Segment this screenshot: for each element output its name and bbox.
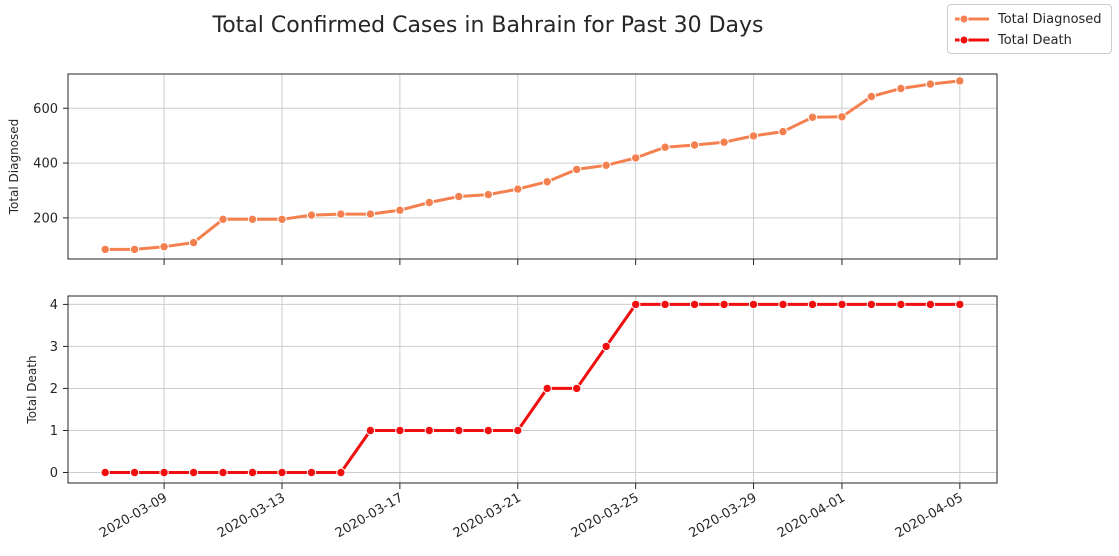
data-point-diagnosed-4 (218, 214, 228, 225)
data-point-death-11 (424, 425, 434, 436)
data-point-death-7 (306, 467, 317, 478)
x-tick-label-3: 2020-03-21 (451, 490, 524, 541)
x-tick-label-5: 2020-03-29 (687, 490, 760, 541)
data-point-death-24 (807, 299, 818, 310)
data-point-diagnosed-18 (631, 153, 641, 163)
data-point-death-28 (925, 299, 936, 310)
data-point-diagnosed-24 (807, 112, 818, 123)
data-point-death-6 (277, 467, 287, 478)
data-point-death-16 (572, 383, 582, 394)
legend-item-death: Total Death (954, 30, 1072, 50)
data-point-death-1 (129, 467, 140, 478)
data-point-death-27 (896, 299, 906, 310)
legend-item-diagnosed: Total Diagnosed (954, 9, 1102, 29)
data-point-diagnosed-11 (424, 197, 434, 208)
data-point-death-19 (660, 299, 670, 310)
data-point-diagnosed-10 (395, 205, 405, 215)
x-tick-label-1: 2020-03-13 (215, 490, 288, 541)
data-point-diagnosed-26 (866, 91, 877, 102)
data-point-diagnosed-22 (748, 131, 759, 141)
data-point-death-14 (513, 425, 523, 436)
y-tick-label-diagnosed-2: 600 (33, 102, 58, 117)
data-point-death-8 (336, 467, 346, 478)
data-point-death-13 (483, 425, 493, 436)
data-point-diagnosed-14 (513, 184, 523, 194)
x-tick-label-4: 2020-03-25 (569, 490, 642, 541)
x-tick-label-0: 2020-03-09 (97, 490, 170, 541)
x-tick-label-6: 2020-04-01 (775, 490, 848, 541)
data-point-death-3 (188, 467, 199, 478)
data-point-diagnosed-25 (837, 112, 847, 122)
plot-frame-diagnosed (67, 73, 998, 260)
series-line-diagnosed (105, 79, 960, 251)
series-line-death (105, 302, 960, 474)
data-point-diagnosed-29 (955, 76, 965, 86)
y-axis-label-diagnosed: Total Diagnosed (7, 119, 21, 216)
data-point-death-25 (837, 299, 847, 310)
y-tick-label-diagnosed-1: 400 (33, 157, 58, 172)
y-tick-label-death-3: 3 (50, 340, 58, 355)
data-point-death-17 (601, 341, 611, 352)
data-point-death-4 (218, 467, 228, 478)
data-point-diagnosed-15 (542, 177, 552, 187)
x-axis: 2020-03-09 2020-03-13 2020-03-17 2020-03-21… (97, 490, 966, 541)
data-point-diagnosed-1 (129, 244, 140, 255)
data-point-diagnosed-3 (188, 237, 199, 248)
data-point-diagnosed-20 (689, 140, 700, 150)
data-point-diagnosed-28 (925, 79, 936, 89)
data-point-diagnosed-0 (100, 244, 110, 255)
data-point-death-12 (454, 425, 464, 436)
plot-frame-death (67, 295, 998, 484)
data-point-death-18 (631, 299, 641, 310)
y-axis-label-death: Total Death (25, 355, 39, 424)
data-point-diagnosed-21 (719, 137, 729, 147)
data-point-diagnosed-12 (454, 191, 464, 202)
legend-line-diagnosed-icon (955, 14, 989, 24)
data-point-death-26 (866, 299, 877, 310)
y-tick-label-death-1: 1 (50, 424, 58, 439)
legend: Total Diagnosed Total Death (947, 4, 1112, 54)
data-point-diagnosed-27 (896, 83, 906, 94)
data-point-death-23 (778, 299, 788, 310)
data-point-diagnosed-16 (572, 164, 582, 175)
data-point-death-21 (719, 299, 729, 310)
data-point-death-9 (365, 425, 376, 436)
data-point-death-5 (247, 467, 258, 478)
data-point-diagnosed-7 (306, 210, 317, 220)
diagnosed-subplot: 200 400 600 Total Diagnosed (7, 73, 998, 265)
y-tick-label-death-0: 0 (50, 466, 58, 481)
data-point-death-20 (689, 299, 700, 310)
data-point-death-15 (542, 383, 552, 394)
data-point-diagnosed-8 (336, 209, 346, 219)
data-point-diagnosed-19 (660, 142, 670, 152)
data-point-diagnosed-5 (247, 214, 258, 225)
data-point-death-0 (100, 467, 110, 478)
x-tick-label-7: 2020-04-05 (893, 490, 966, 541)
legend-label-death: Total Death (998, 32, 1072, 48)
y-tick-label-death-2: 2 (50, 382, 58, 397)
data-point-diagnosed-17 (601, 160, 611, 171)
y-tick-label-diagnosed-0: 200 (33, 211, 58, 226)
chart-title: Total Confirmed Cases in Bahrain for Pas… (212, 13, 764, 38)
data-point-diagnosed-6 (277, 214, 287, 225)
data-point-death-29 (955, 299, 965, 310)
data-point-death-22 (748, 299, 759, 310)
data-point-diagnosed-23 (778, 126, 788, 137)
data-point-diagnosed-9 (365, 209, 376, 219)
y-tick-label-death-4: 4 (50, 298, 58, 313)
death-subplot: 0 1 2 3 4 Total Death (25, 295, 998, 489)
legend-line-death-icon (955, 35, 989, 45)
legend-label-diagnosed: Total Diagnosed (998, 11, 1102, 27)
x-tick-label-2: 2020-03-17 (333, 490, 406, 541)
data-point-diagnosed-13 (483, 189, 493, 200)
data-point-death-10 (395, 425, 405, 436)
data-point-diagnosed-2 (159, 242, 169, 252)
data-point-death-2 (159, 467, 169, 478)
